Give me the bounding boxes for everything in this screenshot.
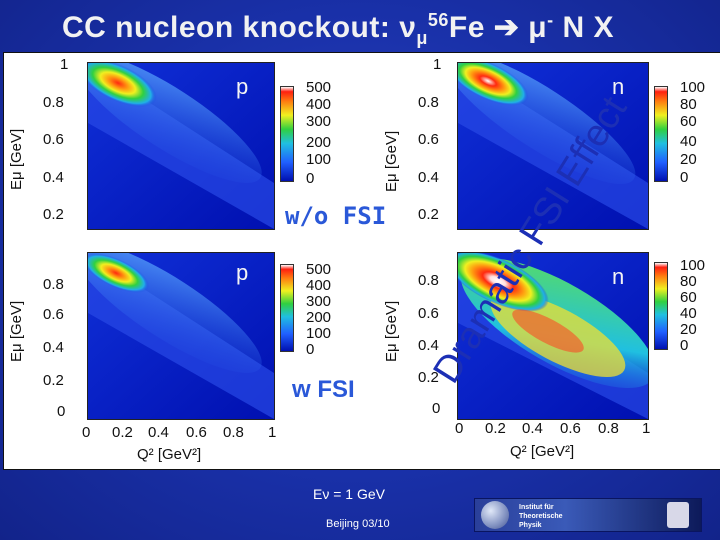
ytick-br-4: 0 — [432, 400, 441, 417]
ylabel-bl: Eμ [GeV] — [8, 300, 25, 362]
ytick-tr-2: 0.6 — [418, 131, 439, 148]
cbtick-bl-4: 100 — [306, 325, 332, 342]
ytick-br-2: 0.4 — [418, 337, 439, 354]
xlabel-bl: Q² [GeV²] — [137, 446, 202, 463]
ytick-bl-0: 0.8 — [43, 276, 64, 293]
cbtick-tl-4: 100 — [306, 151, 332, 168]
globe-icon — [481, 501, 509, 529]
colorbar-tr — [654, 86, 668, 182]
cbtick-br-4: 20 — [680, 321, 697, 338]
ytick-tr-1: 0.8 — [418, 94, 439, 111]
xtick-bl-3: 0.6 — [186, 424, 207, 441]
xtick-bl-1: 0.2 — [112, 424, 133, 441]
label-wo-fsi: w/o FSI — [285, 202, 387, 230]
ylabel-tr: Eμ [GeV] — [383, 130, 400, 192]
colorbar-br — [654, 262, 668, 350]
institute-name: Institut für Theoretische Physik — [519, 504, 563, 529]
heatmap-bottom-left — [87, 252, 275, 420]
xtick-bl-4: 0.8 — [223, 424, 244, 441]
xtick-br-5: 1 — [642, 420, 651, 437]
cbtick-br-5: 0 — [680, 337, 689, 354]
page-title: CC nucleon knockout: νμ56Fe ➔ μ- N X — [62, 10, 614, 48]
ylabel-br: Eμ [GeV] — [383, 300, 400, 362]
institute-logo: Institut für Theoretische Physik — [474, 498, 702, 532]
cbtick-tl-5: 0 — [306, 170, 315, 187]
ytick-tl-1: 0.8 — [43, 94, 64, 111]
ytick-tl-0: 1 — [60, 56, 69, 73]
cbtick-br-0: 100 — [680, 257, 706, 274]
cbtick-bl-1: 400 — [306, 277, 332, 294]
particle-label-tl: p — [236, 74, 249, 99]
cbtick-bl-5: 0 — [306, 341, 315, 358]
xtick-br-0: 0 — [455, 420, 464, 437]
ytick-tr-0: 1 — [433, 56, 442, 73]
ytick-bl-3: 0.2 — [43, 372, 64, 389]
xtick-br-4: 0.8 — [598, 420, 619, 437]
ytick-bl-2: 0.4 — [43, 339, 64, 356]
xtick-br-3: 0.6 — [560, 420, 581, 437]
cbtick-br-1: 80 — [680, 273, 697, 290]
ytick-tl-2: 0.6 — [43, 131, 64, 148]
cbtick-tr-1: 80 — [680, 96, 697, 113]
heatmap-p-nofsi-svg — [88, 63, 274, 229]
xtick-bl-2: 0.4 — [148, 424, 169, 441]
heatmap-n-nofsi-svg — [458, 63, 648, 229]
ytick-tl-4: 0.2 — [43, 206, 64, 223]
ytick-br-3: 0.2 — [418, 369, 439, 386]
cbtick-br-2: 60 — [680, 289, 697, 306]
ylabel-tl: Eμ [GeV] — [8, 128, 25, 190]
ytick-tl-3: 0.4 — [43, 169, 64, 186]
particle-label-bl: p — [236, 260, 249, 285]
cbtick-tr-2: 60 — [680, 113, 697, 130]
footer-venue: Beijing 03/10 — [326, 518, 390, 530]
university-seal-icon — [667, 502, 689, 528]
colorbar-tl — [280, 86, 294, 182]
cbtick-tl-2: 300 — [306, 113, 332, 130]
particle-label-br: n — [612, 264, 625, 289]
xtick-br-2: 0.4 — [522, 420, 543, 437]
ytick-tr-3: 0.4 — [418, 169, 439, 186]
cbtick-tl-3: 200 — [306, 134, 332, 151]
cbtick-tr-5: 0 — [680, 169, 689, 186]
heatmap-top-left — [87, 62, 275, 230]
cbtick-tl-1: 400 — [306, 96, 332, 113]
colorbar-bl — [280, 264, 294, 352]
arrow-icon: ➔ — [493, 11, 520, 44]
ytick-tr-4: 0.2 — [418, 206, 439, 223]
xtick-br-1: 0.2 — [485, 420, 506, 437]
heatmap-bottom-right — [457, 252, 649, 420]
xtick-bl-5: 1 — [268, 424, 277, 441]
heatmap-top-right — [457, 62, 649, 230]
particle-label-tr: n — [612, 74, 625, 99]
cbtick-tl-0: 500 — [306, 79, 332, 96]
heatmap-n-fsi-svg — [458, 253, 648, 419]
cbtick-tr-4: 20 — [680, 151, 697, 168]
ytick-br-1: 0.6 — [418, 305, 439, 322]
ytick-bl-1: 0.6 — [43, 306, 64, 323]
xlabel-br: Q² [GeV²] — [510, 443, 575, 460]
ytick-br-0: 0.8 — [418, 272, 439, 289]
heatmap-p-fsi-svg — [88, 253, 274, 419]
cbtick-tr-0: 100 — [680, 79, 706, 96]
cbtick-tr-3: 40 — [680, 133, 697, 150]
label-w-fsi: w FSI — [292, 376, 355, 403]
cbtick-bl-0: 500 — [306, 261, 332, 278]
cbtick-bl-3: 200 — [306, 309, 332, 326]
label-enu: Eν = 1 GeV — [313, 486, 385, 502]
cbtick-br-3: 40 — [680, 305, 697, 322]
cbtick-bl-2: 300 — [306, 293, 332, 310]
ytick-bl-4: 0 — [57, 403, 66, 420]
xtick-bl-0: 0 — [82, 424, 91, 441]
